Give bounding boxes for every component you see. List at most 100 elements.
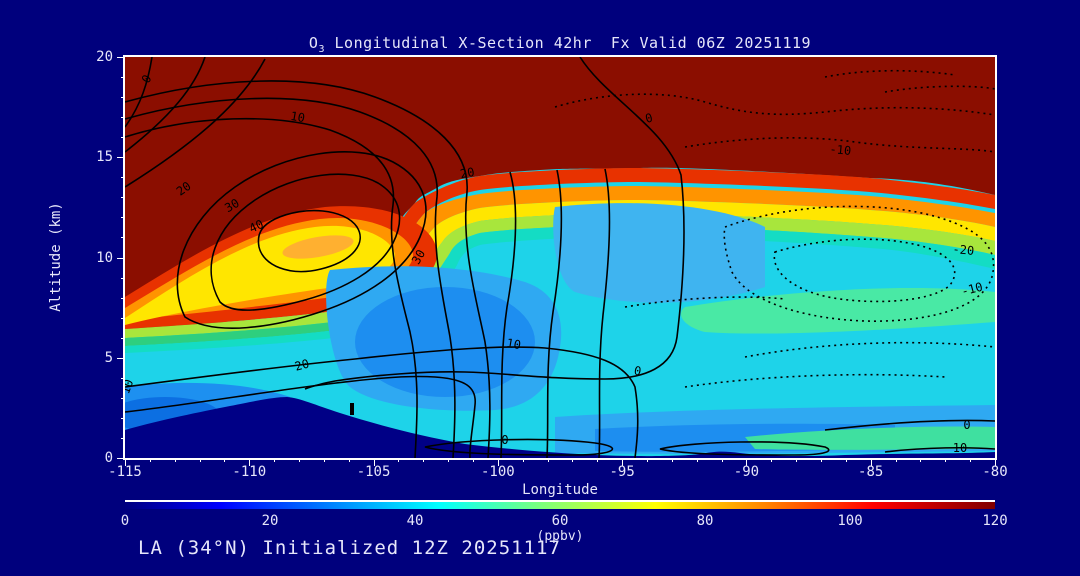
x-tick-label: -100 [480, 464, 515, 480]
colorbar-units: (ppbv) [536, 529, 584, 544]
x-tick-label: -115 [108, 464, 142, 480]
contour-label: 0 [501, 433, 508, 447]
x-tick-label: -105 [356, 464, 391, 480]
x-major-tick [995, 458, 996, 466]
y-minor-tick [121, 197, 125, 199]
contour-label: -20 [952, 242, 975, 258]
tropopause-band-red [388, 168, 995, 255]
contour-label: 30 [409, 247, 428, 267]
x-minor-tick [771, 458, 773, 462]
colorbar [125, 500, 995, 509]
x-minor-tick [522, 458, 524, 462]
init-info-text: LA (34°N) Initialized 12Z 20251117 [138, 537, 561, 559]
x-major-tick [125, 458, 126, 466]
y-major-tick [117, 257, 125, 259]
x-minor-tick [224, 458, 226, 462]
x-minor-tick [647, 458, 648, 462]
y-minor-tick [121, 397, 125, 399]
y-tick-label: 5 [104, 349, 113, 366]
contour-label: 20 [174, 179, 194, 199]
mid-lightblue-upper [553, 203, 765, 303]
x-major-tick [746, 458, 748, 466]
y-minor-tick [121, 97, 125, 99]
contour-label: 0 [963, 418, 970, 432]
x-minor-tick [199, 458, 201, 462]
x-major-tick [373, 458, 375, 466]
x-minor-tick [845, 458, 847, 462]
colorbar-tick-label: 100 [837, 513, 863, 529]
contour-label: -10 [960, 280, 985, 299]
x-major-tick [870, 458, 872, 466]
x-minor-tick [398, 458, 400, 462]
x-minor-tick [945, 458, 947, 462]
contour-label: 30 [222, 196, 242, 215]
x-minor-tick [796, 458, 798, 462]
y-minor-tick [121, 137, 125, 139]
x-minor-tick [547, 458, 549, 462]
x-tick-label: -90 [733, 464, 760, 480]
y-major-tick [117, 458, 125, 459]
x-minor-tick [895, 458, 897, 462]
chart-title-o: O [308, 34, 319, 52]
x-minor-tick [970, 458, 972, 462]
terrain-silhouette [125, 397, 995, 458]
y-minor-tick [121, 77, 125, 79]
y-minor-tick [121, 317, 125, 319]
y-minor-tick [121, 417, 125, 419]
x-tick-label: -85 [858, 464, 884, 480]
chart-title-rest: Longitudinal X-Section 42hr Fx Valid 06Z… [324, 34, 812, 52]
x-minor-tick [671, 458, 673, 462]
x-major-tick [497, 458, 499, 466]
y-minor-tick [121, 117, 125, 119]
y-minor-tick [121, 277, 125, 279]
y-minor-tick [121, 217, 125, 219]
tongue-core-orange [282, 235, 354, 259]
x-minor-tick [149, 458, 151, 462]
x-minor-tick [299, 458, 300, 462]
chart-title: O3 Longitudinal X-Section 42hr Fx Valid … [125, 34, 995, 55]
x-minor-tick [174, 458, 176, 462]
station-marker [350, 403, 354, 415]
x-axis-label: Longitude [522, 482, 598, 498]
y-minor-tick [121, 337, 125, 339]
colorbar-tick-label: 20 [261, 513, 279, 529]
contour-label: 10 [505, 336, 522, 352]
x-minor-tick [274, 458, 276, 462]
contour-label: 0 [633, 364, 643, 379]
y-minor-tick [121, 177, 125, 179]
y-minor-tick [121, 237, 125, 239]
x-minor-tick [821, 458, 822, 462]
contour-label: 20 [293, 357, 311, 374]
contour-label: 20 [459, 165, 476, 181]
contour-label: 40 [247, 217, 266, 236]
right-green-tint-upper [681, 287, 995, 334]
contour-label: 10 [289, 109, 306, 125]
y-major-tick [117, 57, 125, 58]
x-tick-label: -80 [982, 464, 1008, 480]
colorbar-tick-label: 0 [120, 513, 130, 529]
x-major-tick [249, 458, 251, 466]
y-tick-label: 20 [96, 49, 113, 65]
y-tick-label: 15 [96, 149, 113, 166]
tropopause-band-orange [401, 186, 995, 263]
x-minor-tick [323, 458, 325, 462]
colorbar-tick-label: 120 [982, 513, 1008, 529]
x-minor-tick [696, 458, 698, 462]
contour-label: -10 [829, 142, 852, 158]
x-minor-tick [448, 458, 450, 462]
x-minor-tick [473, 458, 474, 462]
contour-label: 10 [953, 441, 967, 455]
y-tick-label: 10 [96, 249, 113, 266]
x-minor-tick [597, 458, 599, 462]
midlevel-deepblue-patch [355, 287, 535, 397]
x-major-tick [622, 458, 624, 466]
tropopause-band-yellowgreen [425, 213, 995, 283]
plot-area: 0 10 20 30 40 20 30 0 10 20 0 0 10 -10 -20 -10 0 10 [123, 55, 997, 460]
y-minor-tick [121, 297, 125, 299]
x-minor-tick [920, 458, 922, 462]
x-minor-tick [721, 458, 723, 462]
y-minor-tick [121, 377, 125, 379]
colorbar-tick-label: 60 [551, 513, 569, 529]
